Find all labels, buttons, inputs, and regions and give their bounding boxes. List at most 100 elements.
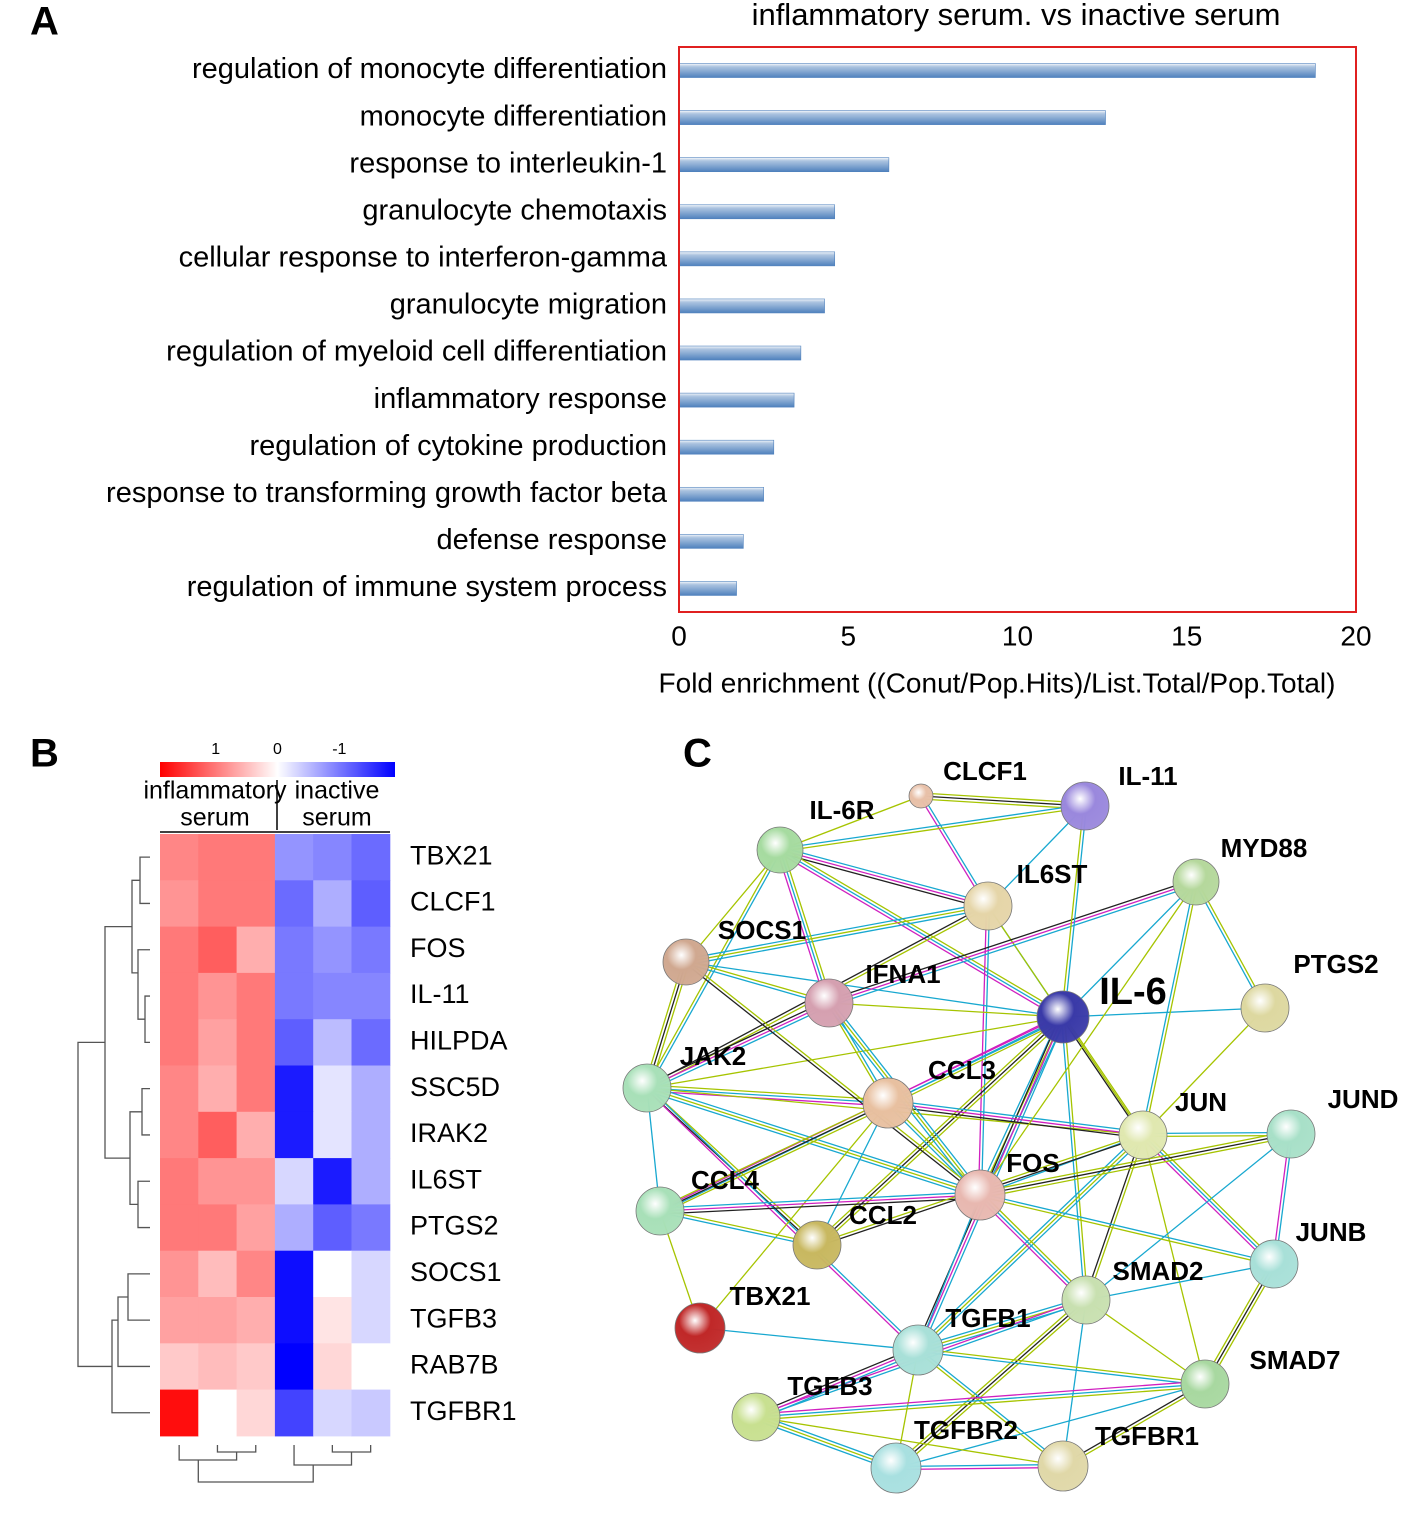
y-tick-label: monocyte differentiation: [360, 100, 667, 132]
row-label: CLCF1: [410, 887, 496, 917]
row-label: HILPDA: [410, 1025, 508, 1055]
heatmap-cell: [198, 926, 238, 974]
heatmap-cell: [313, 834, 352, 881]
heatmap-cell: [198, 1343, 238, 1391]
heatmap-cell: [351, 926, 391, 974]
network-edge: [756, 1352, 920, 1421]
network-edge: [645, 1090, 980, 1199]
heatmap-cell: [198, 1250, 238, 1298]
heatmap-cell: [313, 880, 352, 928]
heatmap-cell: [313, 1389, 352, 1437]
network-edge: [699, 1327, 919, 1351]
network-edge: [686, 959, 830, 1003]
x-axis-label: Fold enrichment ((Conut/Pop.Hits)/List.T…: [659, 667, 1336, 698]
heatmap-cell: [198, 972, 238, 1020]
bar: [678, 110, 1106, 125]
heatmap-cell: [351, 1297, 391, 1344]
y-tick-label: inflammatory response: [374, 383, 667, 415]
network-edge: [684, 962, 980, 1197]
x-tick-label: 0: [671, 620, 687, 651]
heatmap-cell: [274, 926, 314, 974]
network-edge: [818, 1018, 1066, 1248]
heatmap-cell: [274, 1250, 314, 1298]
node-label: TGFBR2: [914, 1415, 1018, 1445]
network-edge: [756, 1386, 1206, 1421]
heatmap-cell: [236, 1389, 276, 1437]
network-edge: [979, 1195, 1274, 1267]
heatmap-cell: [274, 1343, 314, 1391]
network-edge: [647, 1086, 819, 1245]
network-edge: [893, 1297, 1085, 1467]
network-edge: [828, 1002, 1064, 1018]
heatmap-cell: [198, 1204, 238, 1252]
heatmap-cell: [274, 1019, 314, 1066]
row-label: IL-11: [410, 979, 470, 1009]
node-label: CLCF1: [943, 756, 1027, 786]
network-edge: [1142, 1007, 1266, 1136]
network-edge: [646, 1087, 889, 1104]
network-node: [1036, 990, 1090, 1044]
node-label: JUN: [1175, 1087, 1227, 1117]
network-node: [635, 1186, 685, 1236]
bar: [678, 534, 744, 549]
bar: [678, 251, 836, 267]
heatmap-cell: [351, 1389, 391, 1437]
network-node: [662, 938, 710, 986]
bar: [678, 392, 795, 408]
heatmap-cell: [160, 1343, 199, 1391]
network-node: [954, 1169, 1006, 1221]
network-edge: [1085, 1263, 1275, 1301]
network-edge: [1142, 1134, 1275, 1265]
node-label: SMAD7: [1249, 1345, 1340, 1375]
network-edge: [980, 1192, 1275, 1264]
network-edge: [1061, 1382, 1205, 1466]
network-edge: [647, 1084, 889, 1101]
network-edge: [1063, 1016, 1089, 1300]
network-edge: [646, 1016, 1064, 1089]
row-label: TBX21: [410, 840, 493, 870]
node-label: TGFB1: [945, 1303, 1030, 1333]
node-label: IL6ST: [1017, 859, 1088, 889]
heatmap-cell: [160, 834, 199, 881]
network-edge: [755, 1380, 1205, 1415]
network-edge: [816, 1102, 889, 1246]
heatmap-cell: [160, 1389, 199, 1437]
heatmap-cell: [351, 880, 391, 928]
group-label: serum: [180, 804, 249, 832]
x-tick-label: 15: [1171, 620, 1202, 651]
node-label: IL-6R: [810, 795, 875, 825]
network-node: [1061, 1275, 1111, 1325]
network-edge: [895, 1463, 1063, 1468]
y-tick-label: cellular response to interferon-gamma: [179, 242, 668, 274]
network-edge: [1062, 1007, 1266, 1018]
network-edge: [1060, 805, 1085, 1017]
heatmap-cell: [236, 1111, 276, 1159]
heatmap-cell: [351, 1204, 391, 1252]
heatmap-cell: [198, 1065, 238, 1113]
heatmap-cell: [274, 1204, 314, 1252]
network-edge: [645, 999, 829, 1086]
network-edge: [915, 1132, 1142, 1349]
heatmap-cell: [160, 926, 199, 974]
network-edge: [921, 792, 1086, 804]
heatmap-cell: [236, 972, 276, 1020]
heatmap-cell: [198, 1389, 238, 1437]
group-label: inactive: [295, 777, 380, 805]
network-edge: [685, 849, 781, 963]
network-edge: [979, 881, 1197, 1196]
network-edge: [1063, 1384, 1207, 1468]
network-edge: [1060, 1017, 1086, 1301]
network-edge: [1062, 1299, 1087, 1467]
network-node: [804, 978, 854, 1028]
network-node: [908, 783, 934, 809]
heatmap-cell: [160, 1111, 199, 1159]
heatmap-cell: [160, 1204, 199, 1252]
column-dendrogram: [178, 1445, 372, 1483]
x-tick-label: 5: [840, 620, 856, 651]
row-label: IRAK2: [410, 1118, 488, 1148]
network-edge: [779, 849, 1064, 1018]
network-edge: [647, 1084, 982, 1193]
network-edge: [661, 1105, 890, 1215]
bar: [678, 157, 890, 173]
